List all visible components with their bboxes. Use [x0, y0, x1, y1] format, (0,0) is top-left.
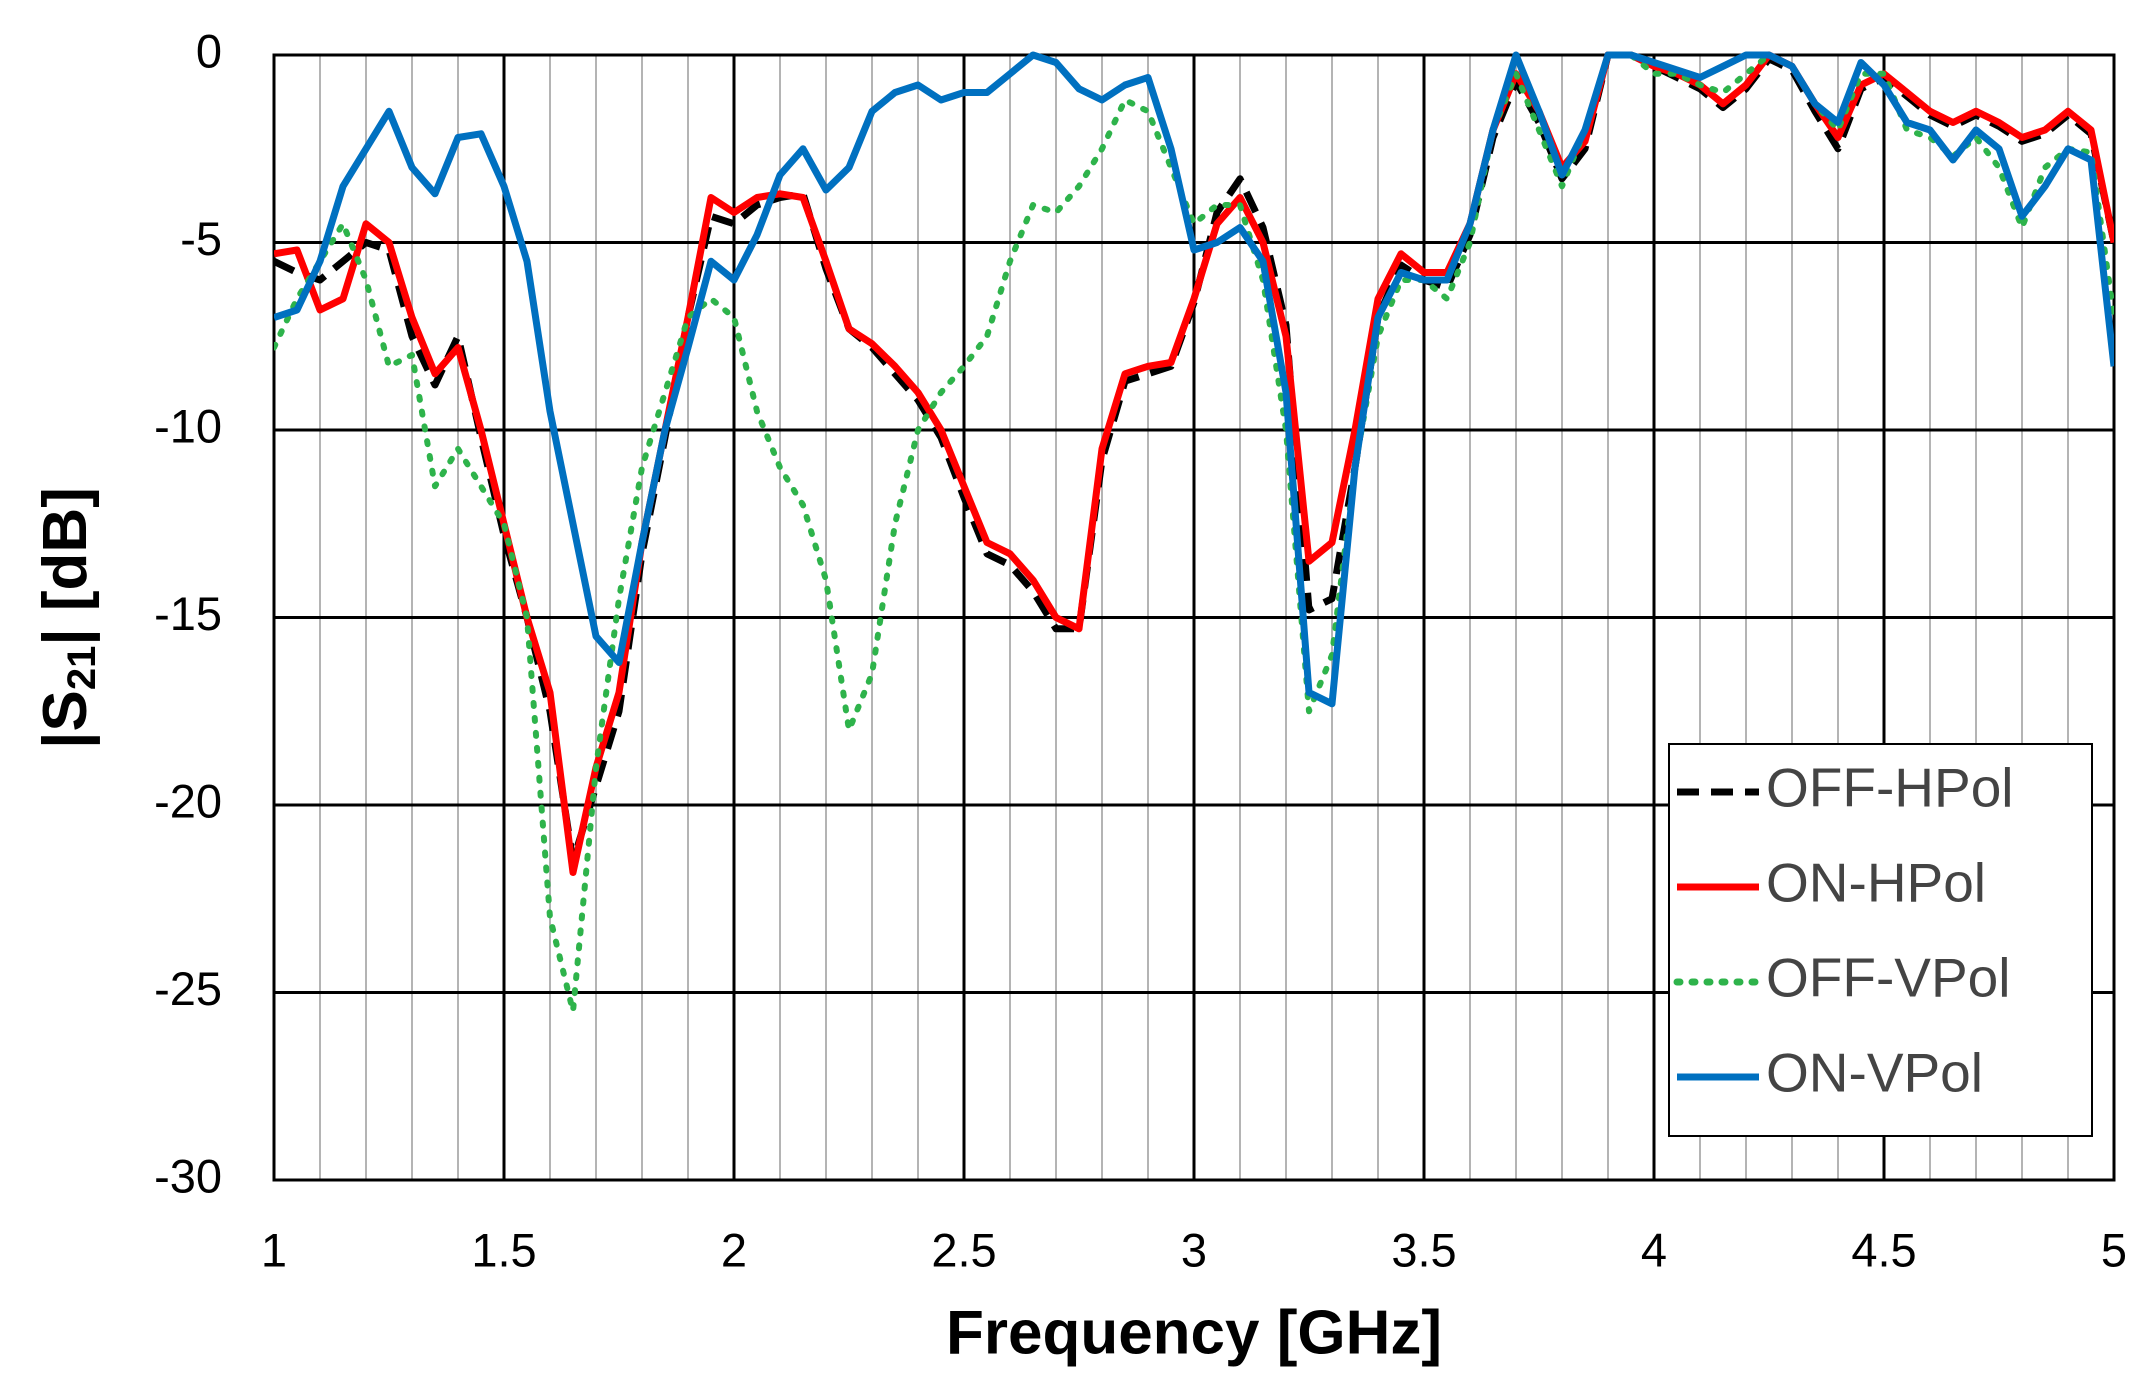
x-tick-label: 4.5	[1851, 1223, 1916, 1276]
legend-box	[1668, 743, 2093, 1137]
y-title-part: |S	[31, 690, 101, 749]
x-tick-label: 2	[721, 1223, 747, 1276]
y-tick-label: -15	[154, 587, 222, 640]
x-axis-title: Frequency [GHz]	[946, 1298, 1442, 1367]
legend: OFF-HPol ON-HPol OFF-VPol ON-VPol	[1668, 743, 2093, 1137]
series-line	[274, 51, 2114, 708]
x-tick-label: 3	[1181, 1223, 1207, 1276]
legend-label: OFF-VPol	[1766, 947, 2010, 1009]
x-tick-label: 4	[1641, 1223, 1667, 1276]
legend-label: ON-HPol	[1766, 852, 1986, 914]
x-tick-label: 1	[261, 1223, 287, 1276]
x-tick-label: 3.5	[1391, 1223, 1456, 1276]
y-tick-label: -20	[154, 774, 222, 827]
y-tick-label: -25	[154, 962, 222, 1015]
x-tick-label: 1.5	[471, 1223, 536, 1276]
y-title-part: | [dB]	[31, 487, 101, 646]
x-tick-label: 5	[2101, 1223, 2127, 1276]
y-tick-label: -10	[154, 399, 222, 452]
y-tick-label: -5	[180, 212, 222, 265]
legend-label: OFF-HPol	[1766, 757, 2014, 819]
y-axis-title: |S21| [dB]	[31, 487, 103, 749]
y-tick-label: 0	[196, 24, 222, 77]
y-title-subscript: 21	[60, 646, 104, 691]
legend-label: ON-VPol	[1766, 1042, 1983, 1104]
x-tick-label: 2.5	[931, 1223, 996, 1276]
y-tick-label: -30	[154, 1149, 222, 1202]
plot-border	[272, 53, 2116, 1182]
